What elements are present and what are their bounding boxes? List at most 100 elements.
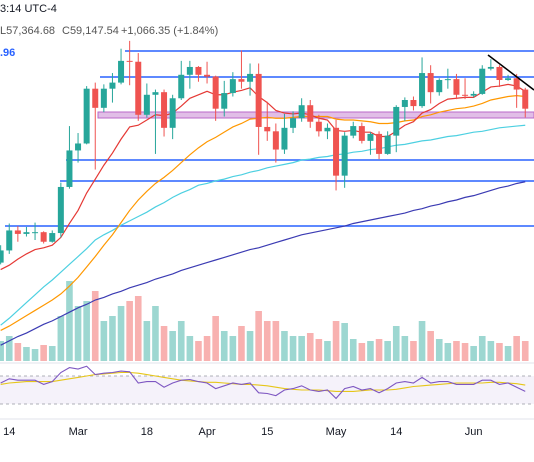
- candle-body: [444, 79, 451, 81]
- candle-body: [57, 186, 64, 234]
- volume-bar: [281, 331, 288, 361]
- candle-body: [436, 80, 443, 93]
- volume-bar: [384, 341, 391, 361]
- candle-body: [100, 88, 107, 108]
- volume-bar: [48, 346, 56, 361]
- candle-body: [204, 74, 211, 77]
- candle-body: [479, 68, 486, 94]
- candle-body: [229, 79, 236, 94]
- volume-bar: [427, 331, 434, 361]
- volume-bar: [0, 341, 4, 361]
- candle-body: [453, 79, 460, 95]
- volume-bar: [91, 291, 99, 361]
- candle-body: [513, 78, 520, 90]
- candle-body: [264, 126, 271, 132]
- candle-body: [341, 135, 348, 176]
- candle-body: [49, 233, 56, 242]
- rsi-band: [0, 376, 534, 404]
- volume-bar: [367, 341, 374, 361]
- candle-body: [367, 133, 374, 141]
- candle-body: [221, 93, 228, 109]
- candle-body: [14, 230, 21, 234]
- candle-body: [92, 88, 99, 108]
- candle-body: [83, 88, 90, 144]
- volume-bar: [117, 306, 125, 361]
- candle-body: [255, 73, 262, 127]
- candle-body: [410, 100, 417, 107]
- candle-body: [298, 105, 305, 119]
- volume-bar: [238, 326, 245, 361]
- volume-bar: [341, 323, 348, 361]
- trend-line: [487, 54, 534, 91]
- candle-body: [505, 78, 512, 80]
- volume-bar: [306, 333, 314, 361]
- volume-bar: [315, 339, 323, 361]
- volume-bar: [195, 341, 202, 361]
- volume-bar: [461, 343, 469, 361]
- candle-body: [0, 250, 4, 263]
- candle-body: [109, 82, 116, 89]
- candle-body: [315, 121, 322, 132]
- moving-average: [0, 95, 526, 331]
- x-tick-label: Apr: [198, 426, 215, 438]
- candle-body: [333, 127, 340, 176]
- volume-bar: [74, 306, 82, 361]
- candle-body: [487, 66, 494, 69]
- candle-body: [419, 73, 426, 107]
- candle-body: [272, 131, 279, 150]
- moving-average: [0, 124, 526, 326]
- volume-bar: [255, 311, 262, 361]
- candle-body: [324, 127, 331, 132]
- volume-bar: [332, 321, 340, 361]
- volume-bar: [453, 341, 460, 361]
- candle-body: [350, 126, 357, 136]
- volume-bar: [152, 306, 159, 361]
- rsi-line: [0, 365, 526, 400]
- zone: [97, 111, 534, 119]
- header-low: L57,364.68: [0, 25, 55, 37]
- volume-bar: [246, 331, 254, 361]
- volume-bar: [478, 336, 486, 361]
- candle-body: [393, 106, 400, 136]
- candle-body: [358, 126, 365, 141]
- volume-bar: [418, 321, 426, 361]
- candle-body: [161, 92, 168, 128]
- volume-bar: [109, 316, 116, 361]
- volume-bar: [487, 341, 495, 361]
- volume-bar: [435, 339, 443, 361]
- price-label: .96: [0, 47, 15, 59]
- x-tick-label: May: [326, 426, 347, 438]
- candle-body: [247, 73, 254, 82]
- candle-body: [152, 92, 159, 95]
- moving-average: [0, 181, 526, 346]
- volume-bar: [83, 301, 90, 361]
- volume-bar: [289, 336, 297, 361]
- volume-bar: [444, 343, 452, 361]
- volume-bar: [5, 336, 13, 361]
- volume-bar: [496, 343, 503, 361]
- volume-bar: [401, 336, 409, 361]
- drawings: [5, 50, 534, 227]
- candle-body: [40, 232, 47, 242]
- volume-bar: [134, 296, 142, 361]
- moving-average: [0, 83, 526, 271]
- volume-bar: [298, 336, 305, 361]
- candle-body: [376, 133, 383, 154]
- volume-bar: [220, 331, 228, 361]
- header-change: +1,066.35 (+1.84%): [121, 25, 218, 37]
- volume-bar: [23, 347, 30, 361]
- volume-bar: [169, 331, 176, 361]
- candle-body: [496, 66, 503, 80]
- volume-bar: [229, 336, 237, 361]
- volume-bar: [324, 341, 331, 361]
- candle-body: [401, 100, 408, 107]
- volume-bar: [521, 341, 529, 361]
- candle-body: [186, 66, 193, 75]
- volume-bar: [100, 321, 108, 361]
- volume-bar: [31, 349, 39, 361]
- x-tick-label: 18: [141, 426, 153, 438]
- candle-body: [427, 73, 434, 93]
- volume-bar: [212, 316, 219, 361]
- candle-body: [66, 150, 73, 187]
- candle-body: [169, 98, 176, 128]
